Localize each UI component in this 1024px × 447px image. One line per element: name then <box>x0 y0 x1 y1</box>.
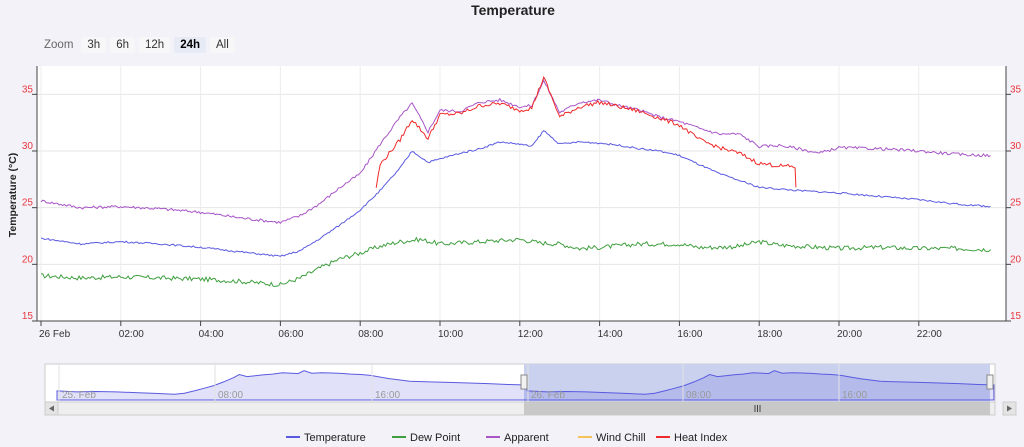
legend[interactable]: Temperature Dew Point Apparent Wind Chill He… <box>286 432 728 444</box>
zoom-label: Zoom <box>44 39 74 51</box>
legend-label: Dew Point <box>410 432 460 444</box>
x-tick-label: 22:00 <box>917 329 942 340</box>
x-tick-label: 18:00 <box>757 329 782 340</box>
legend-item-apparent[interactable]: Apparent <box>486 432 549 444</box>
series-temperature-line <box>40 130 991 257</box>
legend-label: Temperature <box>304 432 366 444</box>
x-tick-label: 02:00 <box>119 329 144 340</box>
y-tick-label-left: 15 <box>22 311 34 322</box>
y-ticks: 15 15 20 20 25 25 30 30 35 35 <box>22 84 1022 322</box>
chart-title: Temperature <box>471 2 555 18</box>
legend-item-heat-index[interactable]: Heat Index <box>656 432 728 444</box>
x-tick-label: 26 Feb <box>39 329 71 340</box>
navigator-tick-label: 08:00 <box>218 390 243 401</box>
navigator-handle-right[interactable] <box>986 374 994 390</box>
legend-item-wind-chill[interactable]: Wind Chill <box>578 432 646 444</box>
zoom-3h-button[interactable]: 3h <box>81 37 107 53</box>
y-tick-label-right: 15 <box>1010 311 1022 322</box>
scroll-right-arrow-icon <box>1007 405 1012 412</box>
y-tick-label-left: 30 <box>22 141 34 152</box>
x-ticks: 26 Feb 02:00 04:00 06:00 08:00 10:00 12:00 14:0… <box>39 321 942 340</box>
y-tick-label-left: 20 <box>22 254 34 265</box>
scroll-left-arrow-icon <box>49 405 54 412</box>
navigator-handle-left[interactable] <box>520 374 528 390</box>
zoom-controls: Zoom 3h 6h 12h 24h All <box>44 36 235 54</box>
zoom-all-button[interactable]: All <box>210 37 235 53</box>
plot-area <box>37 66 1006 321</box>
legend-label: Wind Chill <box>596 432 646 444</box>
zoom-6h-button[interactable]: 6h <box>110 37 135 53</box>
legend-item-temperature[interactable]: Temperature <box>286 432 366 444</box>
navigator-tick-label: 16:00 <box>842 390 867 401</box>
x-tick-label: 06:00 <box>278 329 303 340</box>
y-tick-label-left: 25 <box>22 198 34 209</box>
x-tick-label: 04:00 <box>199 329 224 340</box>
legend-label: Heat Index <box>674 432 728 444</box>
x-tick-label: 14:00 <box>598 329 623 340</box>
y-tick-label-right: 35 <box>1010 84 1022 95</box>
y-tick-label-right: 25 <box>1010 198 1022 209</box>
y-axis-label: Temperature (°C) <box>7 153 19 238</box>
x-tick-label: 16:00 <box>677 329 702 340</box>
series-heat-index-line <box>375 75 797 188</box>
x-tick-label: 12:00 <box>518 329 543 340</box>
series-lines <box>40 75 991 288</box>
scrollbar-grip-icon <box>754 405 761 412</box>
y-tick-label-left: 35 <box>22 84 34 95</box>
navigator-tick-label: 16:00 <box>375 390 400 401</box>
legend-label: Apparent <box>504 432 549 444</box>
x-tick-label: 20:00 <box>837 329 862 340</box>
navigator[interactable]: 25. Feb 08:00 16:00 26. Feb 08:00 16:00 <box>44 363 1017 416</box>
zoom-24h-button[interactable]: 24h <box>174 37 207 53</box>
x-tick-label: 08:00 <box>358 329 383 340</box>
x-tick-label: 10:00 <box>438 329 463 340</box>
y-tick-label-right: 20 <box>1010 254 1022 265</box>
navigator-tick-label: 25. Feb <box>62 390 96 401</box>
series-dew-point-line <box>41 236 991 288</box>
navigator-tick-label: 26. Feb <box>531 390 565 401</box>
legend-item-dew-point[interactable]: Dew Point <box>392 432 460 444</box>
y-tick-label-right: 30 <box>1010 141 1022 152</box>
navigator-selection[interactable] <box>524 364 990 402</box>
navigator-series-line <box>56 370 995 401</box>
navigator-ticks: 25. Feb 08:00 16:00 26. Feb 08:00 16:00 <box>58 364 867 402</box>
series-apparent-line <box>40 79 991 225</box>
navigator-tick-label: 08:00 <box>686 390 711 401</box>
zoom-12h-button[interactable]: 12h <box>139 37 171 53</box>
